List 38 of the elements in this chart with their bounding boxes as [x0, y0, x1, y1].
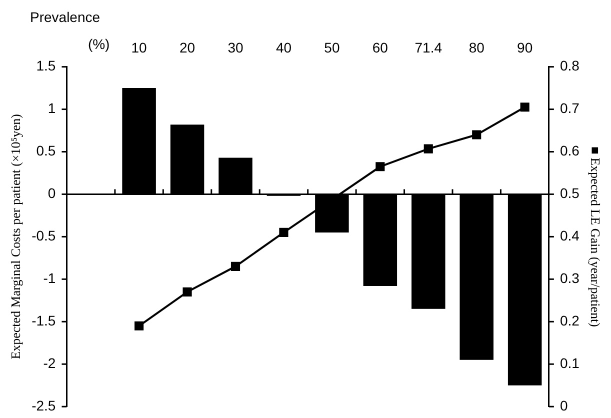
y2-tick-label: 0.7 [560, 100, 580, 116]
y-tick-label: -1 [43, 270, 56, 286]
x-tick-label: 10 [131, 39, 148, 56]
x-axis-title: Prevalence (%) [30, 8, 110, 52]
point [472, 130, 482, 140]
y2-tick-label: 0.1 [560, 354, 580, 371]
point [182, 287, 192, 296]
point [279, 228, 288, 237]
y-tick-label: 1.5 [36, 58, 56, 74]
x-tick-label: 90 [517, 39, 533, 56]
y-tick-label: 0.5 [36, 142, 56, 159]
x-tick-label: 50 [324, 39, 340, 56]
point [230, 262, 240, 271]
y2-tick-label: 0.3 [560, 270, 580, 286]
x-tick-label: 80 [468, 39, 485, 56]
x-tick-label: 71.4 [414, 39, 442, 56]
x-tick-label: 60 [372, 39, 388, 56]
y2-axis-title: ■ Expected LE Gain (year/patient) [588, 146, 603, 327]
y2-tick-label: 0.2 [560, 312, 580, 329]
y2-tick-label: 0.5 [560, 185, 580, 202]
point [424, 144, 433, 154]
x-tick-label: 20 [179, 39, 196, 56]
y-tick-label: 1 [48, 100, 56, 116]
y2-tick-label: 0.4 [560, 228, 580, 244]
x-tick-label: 40 [276, 39, 292, 56]
y-tick-label: -0.5 [32, 228, 56, 244]
y2-tick-label: 0.6 [560, 142, 580, 159]
y-tick-label: -2.5 [32, 397, 56, 414]
y-tick-label: -2 [43, 354, 56, 371]
point [520, 102, 530, 112]
y-axis-title: Expected Marginal Costs per patient (×10⁵yen) [8, 114, 24, 360]
y-tick-label: -1.5 [32, 312, 56, 329]
y2-tick-label: 0.8 [560, 58, 580, 74]
y2-tick-label: 0 [560, 397, 568, 414]
point [376, 162, 385, 172]
x-tick-label: 30 [228, 39, 244, 56]
y-tick-label: 0 [48, 185, 56, 202]
point [134, 321, 144, 330]
